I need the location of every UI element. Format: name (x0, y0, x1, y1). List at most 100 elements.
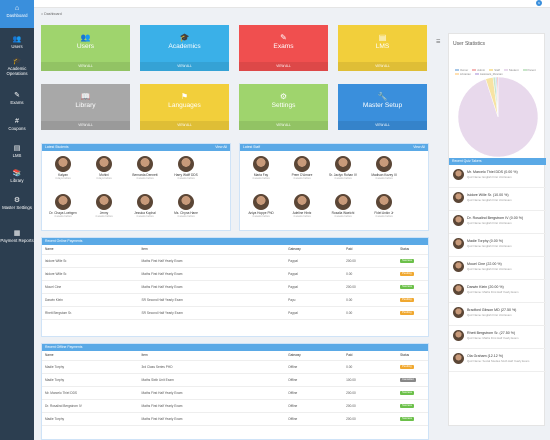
list-item[interactable]: Isidore Wille Sr. (10.00 %) Quiz Name: En… (449, 188, 546, 211)
avatar (335, 156, 351, 172)
legend-item[interactable]: Assistant_librarian (474, 72, 503, 76)
latest-students-view-all[interactable]: View All (215, 145, 227, 149)
sidebar-item-library[interactable]: 📚 Library (0, 170, 34, 183)
legend-item[interactable]: Staff (489, 68, 500, 72)
tile-master-setup[interactable]: 🔧 Master Setup VIEW ALL (338, 84, 427, 130)
person-card[interactable]: Prem D'Amore 4 weeks before (287, 156, 317, 180)
person-card[interactable]: Kalyan 4 days before (48, 156, 78, 180)
tile-icon: ⚑ (180, 92, 189, 101)
column-header: Gateway (285, 245, 344, 255)
cell-status: Pending (397, 360, 428, 374)
person-time: 4 weeks before (375, 215, 393, 218)
cell-status: Success (397, 399, 428, 413)
legend-label: Librarian (460, 72, 471, 76)
latest-staff-view-all[interactable]: View All (413, 145, 425, 149)
tile-title: Library (75, 102, 96, 109)
person-card[interactable]: Madison Kozey III 4 weeks before (369, 156, 399, 180)
tile-view-all-link[interactable]: VIEW ALL (239, 62, 328, 71)
sidebar-item-payment-reports[interactable]: ▦ Payment Reports (0, 230, 34, 243)
sidebar-item-dashboard[interactable]: ⌂ Dashboard (0, 0, 34, 28)
sidebar-item-label: Exams (10, 100, 24, 105)
breadcrumb[interactable]: ⌂ Dashboard (41, 12, 62, 16)
legend-item[interactable]: Librarian (455, 72, 471, 76)
sidebar-item-label: Library (10, 178, 24, 183)
person-card[interactable]: Maria Fay 4 weeks before (246, 156, 276, 180)
tile-languages[interactable]: ⚑ Languages VIEW ALL (140, 84, 229, 130)
person-card[interactable]: Adeline Hintz 4 weeks before (287, 194, 317, 218)
list-item[interactable]: Mouel Cine (22.00 %) Quiz Name: English F… (449, 257, 546, 280)
tile-icon: 🎓 (179, 33, 190, 42)
person-card[interactable]: Ms. Chyna Hane 4 weeks before (171, 194, 201, 218)
list-item[interactable]: Darwin Klein (20.00 %) Quiz Name: Maths F… (449, 280, 546, 303)
tile-icon: 👥 (80, 33, 91, 42)
cell-gateway: Offline (285, 399, 344, 413)
recent-quiz-panel: Recent Quiz Takers Mr. Marcelo Thiel DDS… (449, 158, 546, 372)
list-item[interactable]: Bradford Gibson MD (27.50 %) Quiz Name: E… (449, 303, 546, 326)
tile-view-all-link[interactable]: VIEW ALL (338, 121, 427, 130)
legend-item[interactable]: Owner (455, 68, 468, 72)
cell-gateway: Paypal (285, 306, 344, 320)
tile-library[interactable]: 📖 Library VIEW ALL (41, 84, 130, 130)
legend-item[interactable]: Parent (522, 68, 536, 72)
person-card[interactable]: Dr. Chaya Loebgen 4 weeks before (48, 194, 78, 218)
legend-item[interactable]: Student (503, 68, 519, 72)
cell-status: Success (397, 280, 428, 294)
sidebar-item-label: Master Settings (2, 205, 32, 210)
person-name: Prem D'Amore (291, 173, 313, 177)
list-item[interactable]: Dr. Rosalind Bergstrom IV (0.00 %) Quiz N… (449, 211, 546, 234)
breadcrumb-home[interactable]: Dashboard (44, 12, 62, 16)
person-card[interactable]: Jenny 4 weeks before (89, 194, 119, 218)
person-card[interactable]: Aniya Hoppe PhD 4 weeks before (246, 194, 276, 218)
person-card[interactable]: Sr. Jaclyn Rohan IV 4 weeks before (328, 156, 358, 180)
tile-view-all-link[interactable]: VIEW ALL (41, 62, 130, 71)
tile-title: Languages (168, 102, 201, 109)
quiz-taker-name: Dr. Rosalind Bergstrom IV (0.00 %) (467, 216, 524, 220)
cell-paid: 200.00 (343, 399, 398, 413)
tile-view-all-link[interactable]: VIEW ALL (41, 121, 130, 130)
tile-view-all-link[interactable]: VIEW ALL (338, 62, 427, 71)
list-item[interactable]: Ola Graham (12.12 %) Quiz Name: Social St… (449, 349, 546, 372)
avatar (453, 261, 464, 272)
sidebar-item-master-settings[interactable]: ⚙ Master Settings (0, 197, 34, 210)
sidebar-item-lms[interactable]: ▤ LMS (0, 145, 34, 158)
list-item[interactable]: Madie Torphy (0.00 %) Quiz Name: English … (449, 234, 546, 257)
quiz-taker-detail: Quiz Name: English First Unit Exam (467, 313, 512, 317)
tile-view-all-link[interactable]: VIEW ALL (140, 121, 229, 130)
tile-title: Academics (168, 43, 201, 50)
status-badge: Success (400, 390, 414, 395)
person-card[interactable]: Rosalia Waelchi 4 weeks before (328, 194, 358, 218)
legend-item[interactable]: Admin (472, 68, 485, 72)
sidebar-item-coupons[interactable]: # Coupons (0, 118, 34, 131)
person-card[interactable]: Fidel Ankin Jr 4 weeks before (369, 194, 399, 218)
sidebar-item-academic-operations[interactable]: 🎓 Academic Operations (0, 58, 34, 76)
sidebar-item-users[interactable]: 👥 Users (0, 36, 34, 49)
tile-title: Exams (273, 43, 294, 50)
person-card[interactable]: Mohini 4 days before (89, 156, 119, 180)
person-name: Dr. Chaya Loebgen (49, 211, 77, 215)
quiz-taker-name: Mr. Marcelo Thiel DDS (0.00 %) (467, 170, 518, 174)
tile-lms[interactable]: ▤ LMS VIEW ALL (338, 25, 427, 71)
menu-icon[interactable]: ☰ (436, 39, 441, 45)
tile-academics[interactable]: 🎓 Academics VIEW ALL (140, 25, 229, 71)
person-card[interactable]: Bernarda Dennett 4 weeks before (130, 156, 160, 180)
tile-settings[interactable]: ⚙ Settings VIEW ALL (239, 84, 328, 130)
notification-badge[interactable]: 9 (536, 0, 542, 6)
sidebar-item-exams[interactable]: ✎ Exams (0, 92, 34, 105)
person-time: 4 weeks before (334, 215, 352, 218)
latest-staff-title: Latest Staff (243, 145, 261, 149)
legend-swatch (503, 69, 508, 72)
pie-slice-admin[interactable] (496, 76, 499, 118)
person-card[interactable]: Jessica Kuphal 4 weeks before (130, 194, 160, 218)
tile-exams[interactable]: ✎ Exams VIEW ALL (239, 25, 328, 71)
person-card[interactable]: Harry Wolff DDS 4 weeks before (171, 156, 201, 180)
tile-icon: ▤ (378, 33, 387, 42)
list-item[interactable]: Rhett Bergstrom Sr. (27.50 %) Quiz Name: … (449, 326, 546, 349)
cell-paid: 0.00 (343, 360, 398, 374)
tile-view-all-link[interactable]: VIEW ALL (140, 62, 229, 71)
avatar (453, 353, 464, 364)
tile-users[interactable]: 👥 Users VIEW ALL (41, 25, 130, 71)
list-item[interactable]: Mr. Marcelo Thiel DDS (0.00 %) Quiz Name:… (449, 165, 546, 188)
top-bar: 9 (0, 0, 550, 8)
tile-view-all-link[interactable]: VIEW ALL (239, 121, 328, 130)
person-time: 4 days before (55, 177, 71, 180)
